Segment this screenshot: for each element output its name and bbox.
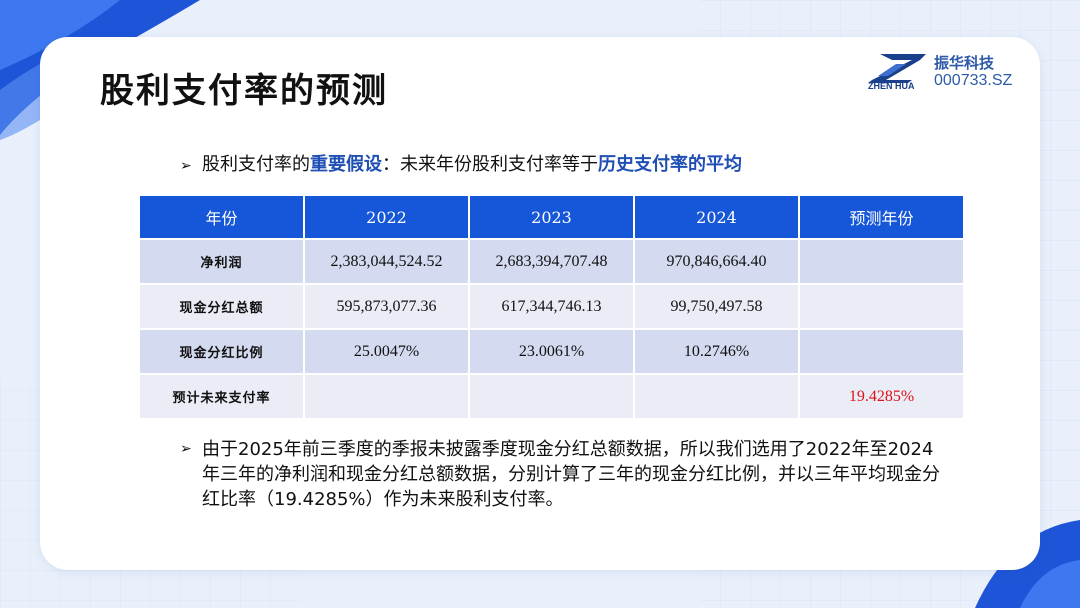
table-cell (800, 285, 963, 328)
table-row-forecast-payout: 预计未来支付率 19.4285% (140, 375, 963, 418)
assumption-bullet: ➢ 股利支付率的重要假设：未来年份股利支付率等于历史支付率的平均 (180, 150, 742, 176)
forecast-payout-value: 19.4285% (800, 375, 963, 418)
table-cell: 970,846,664.40 (635, 240, 798, 283)
bullet-arrow-icon: ➢ (180, 158, 192, 174)
table-cell (800, 330, 963, 373)
table-cell: 617,344,746.13 (470, 285, 633, 328)
table-cell (635, 375, 798, 418)
row-label: 预计未来支付率 (140, 375, 303, 418)
assumption-prefix: 股利支付率的 (202, 154, 310, 175)
company-name: 振华科技 (934, 54, 995, 72)
table-cell: 23.0061% (470, 330, 633, 373)
company-logo: ZHEN HUA 振华科技 000733.SZ (866, 50, 1036, 96)
header-2022: 2022 (305, 196, 468, 238)
methodology-note-text: 由于2025年前三季度的季报未披露季度现金分红总额数据，所以我们选用了2022年… (202, 439, 940, 510)
zhenhua-logo-icon (868, 54, 926, 83)
payout-ratio-table: 年份 2022 2023 2024 预测年份 净利润 2,383,044,524… (138, 194, 965, 420)
table-cell: 2,383,044,524.52 (305, 240, 468, 283)
row-label: 净利润 (140, 240, 303, 283)
assumption-middle: ：未来年份股利支付率等于 (382, 154, 598, 175)
table-row-cash-dividend-total: 现金分红总额 595,873,077.36 617,344,746.13 99,… (140, 285, 963, 328)
row-label: 现金分红比例 (140, 330, 303, 373)
header-forecast-year: 预测年份 (800, 196, 963, 238)
table-cell: 10.2746% (635, 330, 798, 373)
table-row-net-profit: 净利润 2,383,044,524.52 2,683,394,707.48 97… (140, 240, 963, 283)
table-cell: 2,683,394,707.48 (470, 240, 633, 283)
table-cell: 595,873,077.36 (305, 285, 468, 328)
methodology-note: ➢ 由于2025年前三季度的季报未披露季度现金分红总额数据，所以我们选用了202… (180, 437, 940, 512)
header-2024: 2024 (635, 196, 798, 238)
bullet-arrow-icon: ➢ (180, 441, 192, 457)
logo-english-name: ZHEN HUA (868, 81, 915, 91)
row-label: 现金分红总额 (140, 285, 303, 328)
table-cell (470, 375, 633, 418)
assumption-emphasis-average: 历史支付率的平均 (598, 154, 742, 175)
table-cell: 99,750,497.58 (635, 285, 798, 328)
assumption-emphasis-key: 重要假设 (310, 154, 382, 175)
table-cell (800, 240, 963, 283)
header-2023: 2023 (470, 196, 633, 238)
table-cell: 25.0047% (305, 330, 468, 373)
table-row-cash-dividend-ratio: 现金分红比例 25.0047% 23.0061% 10.2746% (140, 330, 963, 373)
stock-code: 000733.SZ (934, 72, 1013, 89)
table-cell (305, 375, 468, 418)
header-year: 年份 (140, 196, 303, 238)
page-title: 股利支付率的预测 (100, 71, 388, 111)
table-header-row: 年份 2022 2023 2024 预测年份 (140, 196, 963, 238)
